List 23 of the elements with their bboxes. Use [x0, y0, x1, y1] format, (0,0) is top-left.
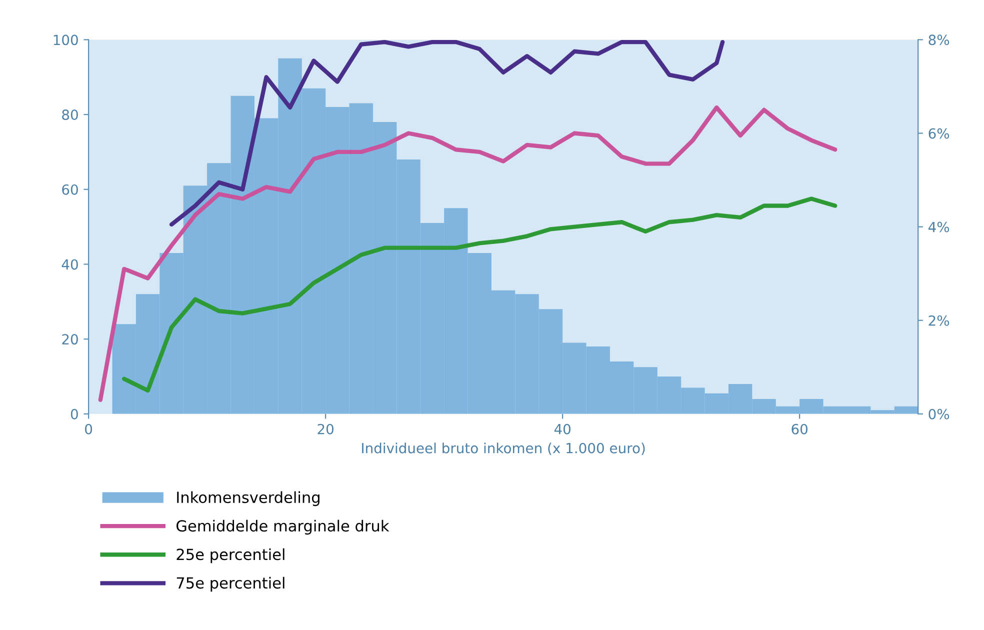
legend-label: 75e percentiel	[176, 576, 284, 592]
x-tick-label: 60	[792, 424, 808, 434]
line-series	[169, 40, 725, 227]
x-tick-label: 0	[85, 424, 92, 434]
legend-label: Inkomensverdeling	[177, 491, 320, 506]
y2-tick-label: 4%	[928, 222, 950, 232]
x-tick-label: 40	[554, 424, 570, 434]
y-tick-label: 60	[62, 184, 78, 195]
x-axis-title: Individueel bruto inkomen (x 1.000 euro)	[362, 442, 645, 456]
y2-tick-label: 8%	[928, 34, 950, 46]
y-tick-label: 20	[62, 334, 78, 345]
y2-tick-label: 6%	[928, 128, 950, 139]
y-tick-label: 0	[70, 408, 78, 420]
legend-label: Gemiddelde marginale druk	[176, 520, 390, 535]
y2-tick-label: 0%	[928, 408, 950, 420]
line-series	[122, 196, 838, 393]
y-tick-label: 100	[54, 34, 78, 46]
y-tick-label: 80	[62, 110, 78, 120]
y-tick-label: 40	[62, 259, 78, 270]
line-series	[98, 105, 838, 402]
y2-tick-label: 2%	[928, 315, 950, 326]
legend-label: 25e percentiel	[176, 548, 284, 564]
x-tick-label: 20	[318, 424, 334, 434]
